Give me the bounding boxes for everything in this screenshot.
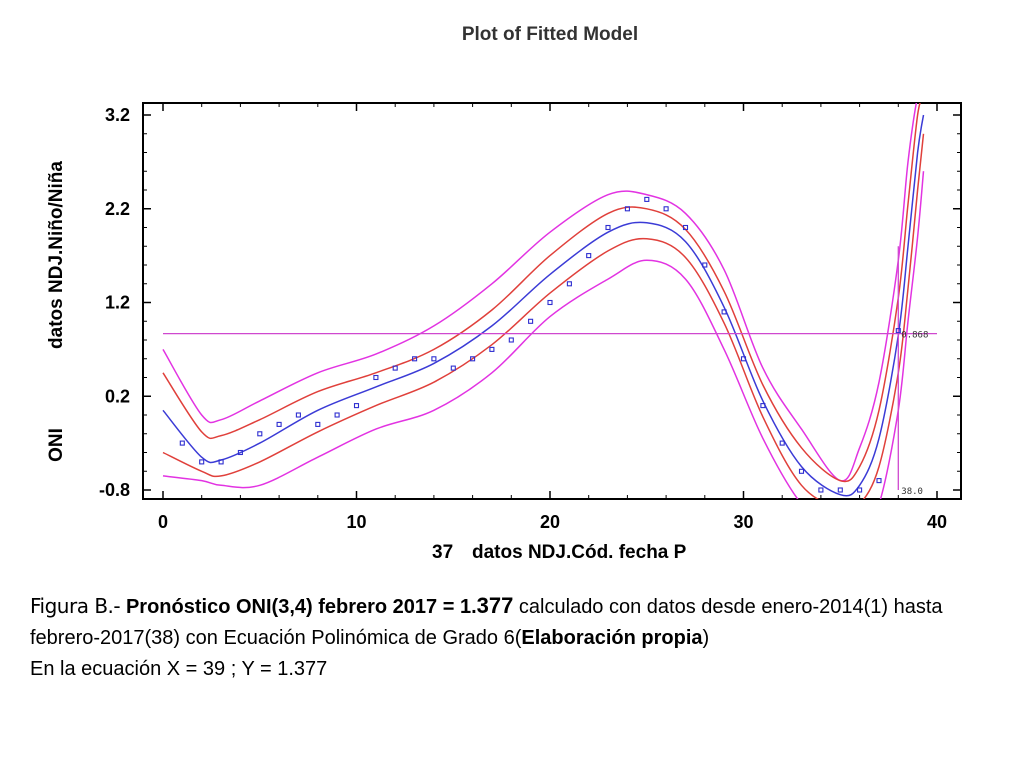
caption-line-2: En la ecuación X = 39 ; Y = 1.377 bbox=[30, 658, 328, 680]
data-point bbox=[218, 459, 224, 465]
data-point bbox=[199, 459, 205, 465]
y-tick-label: 3.2 bbox=[105, 105, 130, 125]
data-point bbox=[257, 431, 263, 437]
data-point bbox=[489, 346, 495, 352]
confidence-lower-curve bbox=[162, 133, 925, 499]
caption-description: calculado con datos desde enero-2014(1) … bbox=[30, 596, 943, 649]
data-point bbox=[295, 412, 301, 418]
y-axis-label-nino: datos NDJ.Niño/Niña bbox=[46, 161, 67, 349]
data-point bbox=[412, 356, 418, 362]
data-point bbox=[876, 478, 882, 484]
caption-close: ) bbox=[702, 627, 710, 649]
data-point bbox=[605, 224, 611, 231]
data-point bbox=[334, 412, 340, 418]
plot-frame bbox=[142, 102, 962, 500]
data-point bbox=[508, 337, 514, 343]
data-point bbox=[353, 403, 360, 409]
axis-ticks: 0 10 20 30 40 -0.8 0.2 1.2 2.2 3.2 bbox=[99, 103, 961, 532]
data-point bbox=[895, 328, 901, 334]
data-point bbox=[837, 487, 843, 493]
data-point bbox=[702, 262, 708, 268]
data-point bbox=[566, 281, 572, 287]
data-point bbox=[682, 224, 689, 231]
marker-annotation-0: 0.868 bbox=[901, 331, 928, 341]
fitted-curve bbox=[162, 114, 925, 497]
data-point bbox=[528, 318, 534, 324]
data-point bbox=[663, 206, 669, 212]
plot-area: 0.868 38.0 bbox=[162, 103, 937, 499]
x-tick-label: 0 bbox=[158, 512, 168, 532]
figure-caption: Figura B.- Pronóstico ONI(3,4) febrero 2… bbox=[30, 590, 1010, 685]
data-point bbox=[644, 196, 650, 202]
x-tick-label: 40 bbox=[927, 512, 947, 532]
data-point bbox=[586, 253, 592, 259]
data-point bbox=[276, 421, 282, 427]
data-point bbox=[470, 356, 476, 362]
axis-labels: ONI datos NDJ.Niño/Niña 37 datos NDJ.Cód… bbox=[46, 161, 687, 563]
y-tick-label: 2.2 bbox=[105, 199, 130, 219]
marker-annotation-1: 38.0 bbox=[901, 487, 923, 497]
data-point bbox=[547, 299, 553, 306]
x-axis-label-prefix: 37 bbox=[432, 542, 453, 563]
x-tick-label: 20 bbox=[540, 512, 560, 532]
data-point bbox=[624, 206, 630, 212]
chart-title: Plot of Fitted Model bbox=[462, 24, 638, 45]
caption-line-1: Figura B.- Pronóstico ONI(3,4) febrero 2… bbox=[30, 590, 1010, 654]
data-point bbox=[237, 449, 243, 456]
caption-source: Elaboración propia bbox=[521, 627, 703, 649]
data-point bbox=[857, 487, 863, 493]
caption-forecast: Pronóstico ONI(3,4) febrero 2017 = 1. bbox=[125, 596, 477, 618]
data-point bbox=[315, 421, 321, 427]
data-point bbox=[779, 440, 785, 446]
y-axis-label-oni: ONI bbox=[46, 428, 67, 462]
caption-lead: Figura B.- bbox=[30, 594, 126, 618]
x-tick-label: 10 bbox=[346, 512, 366, 532]
chart: Plot of Fitted Model 0.868 38.0 0 10 20 30 40… bbox=[46, 24, 962, 563]
data-point bbox=[740, 356, 747, 362]
y-tick-label: 0.2 bbox=[105, 386, 130, 406]
x-tick-label: 30 bbox=[733, 512, 753, 532]
data-point bbox=[392, 365, 398, 371]
data-point bbox=[818, 487, 824, 493]
data-point bbox=[373, 374, 379, 381]
data-point bbox=[760, 403, 766, 409]
caption-forecast-digits: 377 bbox=[476, 593, 514, 618]
data-point bbox=[721, 309, 727, 315]
data-point bbox=[179, 440, 185, 446]
prediction-upper-curve bbox=[162, 103, 918, 482]
data-point bbox=[431, 356, 437, 362]
y-tick-label: -0.8 bbox=[99, 480, 130, 500]
data-point bbox=[450, 365, 456, 371]
prediction-lower-curve bbox=[162, 171, 925, 499]
y-tick-label: 1.2 bbox=[105, 293, 130, 313]
data-point bbox=[798, 468, 805, 474]
x-axis-label: datos NDJ.Cód. fecha P bbox=[472, 542, 687, 563]
